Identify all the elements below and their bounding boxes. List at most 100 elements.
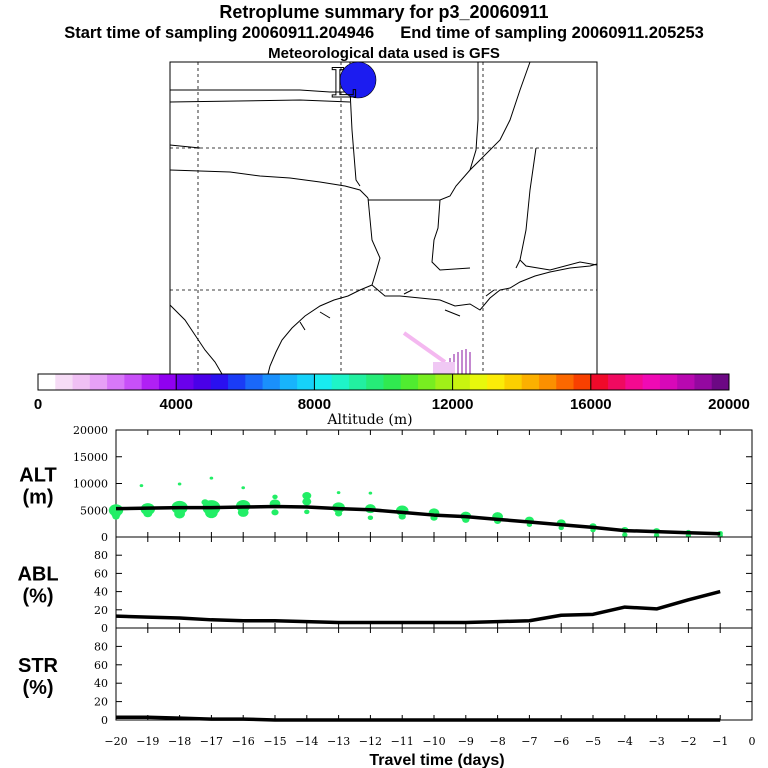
colorbar-swatch (107, 374, 125, 390)
colorbar-swatch (348, 374, 367, 390)
time-series-panels: 05000100001500020000ALT(m)020406080ABL(%… (17, 424, 755, 768)
scatter-point (302, 497, 312, 506)
colorbar-swatch (124, 374, 143, 390)
panel-label-line2: (m) (22, 487, 53, 509)
x-tick-label: −11 (391, 735, 414, 748)
colorbar-swatch (435, 374, 454, 390)
panel-frame (115, 627, 753, 721)
x-tick-label: −7 (521, 735, 537, 748)
colorbar-swatch (158, 374, 177, 390)
colorbar-swatch (608, 374, 626, 390)
marker-circle (339, 61, 377, 99)
colorbar-swatch (452, 374, 471, 390)
map-state-borders (169, 61, 598, 286)
map-coastline (169, 263, 598, 375)
scatter-point (304, 509, 310, 515)
scatter-point (201, 499, 209, 506)
y-tick-label: 20000 (73, 424, 108, 437)
y-tick-label: 60 (94, 659, 108, 672)
colorbar-tick-label: 4000 (160, 396, 193, 413)
scatter-point (237, 507, 249, 517)
colorbar-tick-label: 8000 (298, 396, 331, 413)
colorbar-swatch (383, 374, 402, 390)
x-tick-label: −12 (359, 735, 382, 748)
y-tick-label: 5000 (80, 504, 108, 517)
scatter-point (272, 494, 278, 500)
colorbar-swatch (590, 374, 609, 390)
scatter-point (336, 491, 341, 495)
series-line (116, 715, 721, 722)
x-tick-label: −9 (458, 735, 474, 748)
x-tick-label: −4 (617, 735, 633, 748)
x-tick-label: −10 (422, 735, 445, 748)
colorbar-swatch (366, 374, 384, 390)
scatter-point (302, 492, 312, 500)
panel-alt: 0 5000 10000 15000 20000 ALT(m) (19, 424, 753, 544)
x-tick-label: 0 (749, 735, 756, 748)
series-line (115, 589, 721, 625)
colorbar-swatch (573, 374, 592, 390)
panel-frame (115, 429, 753, 538)
series-line (115, 504, 721, 536)
colorbar-swatch (297, 374, 315, 390)
x-tick-label: −1 (712, 735, 728, 748)
colorbar-frame (37, 373, 730, 391)
scatter-point (367, 515, 374, 520)
scatter-point (558, 525, 564, 531)
y-tick-label: 60 (94, 567, 108, 580)
scatter-point (143, 509, 153, 518)
map-panel: L (169, 61, 598, 375)
map-marker: L (330, 61, 377, 108)
colorbar-tick-label: 12000 (432, 396, 474, 413)
colorbar-swatch (176, 374, 194, 390)
colorbar-swatch (400, 374, 419, 390)
panel-label-line1: ABL (17, 564, 58, 586)
x-tick-label: −17 (200, 735, 223, 748)
colorbar-swatch (89, 374, 108, 390)
x-tick-label: −6 (553, 735, 569, 748)
colorbar-swatch (694, 374, 713, 390)
y-tick-label: 80 (94, 640, 108, 653)
y-tick-label: 10000 (73, 478, 108, 491)
colorbar-swatch (659, 374, 678, 390)
sampling-times: Start time of sampling 20060911.204946 En… (0, 24, 768, 43)
x-tick-label: −2 (680, 735, 696, 748)
colorbar-swatch (262, 374, 281, 390)
colorbar-tick-labels: 0 4000 8000 12000 16000 20000 (34, 396, 750, 413)
colorbar-axis-label: Altitude (m) (326, 412, 412, 428)
colorbar-swatch (469, 374, 488, 390)
scatter-point (112, 513, 120, 520)
met-data-label: Meteorological data used is GFS (268, 45, 500, 62)
y-tick-label: 0 (101, 622, 108, 635)
y-tick-label: 40 (94, 586, 108, 599)
x-tick-label: −8 (489, 735, 505, 748)
colorbar-swatch (210, 374, 229, 390)
panel-frame (115, 536, 753, 629)
colorbar-swatch (245, 374, 264, 390)
colorbar-swatch (487, 374, 505, 390)
colorbar-swatch (331, 374, 350, 390)
x-tick-label: −13 (327, 735, 350, 748)
x-tick-label: −16 (232, 735, 255, 748)
y-tick-label: 20 (94, 604, 108, 617)
y-tick-label: 40 (94, 677, 108, 690)
colorbar-swatch (504, 374, 523, 390)
colorbar-swatch (556, 374, 575, 390)
x-tick-label: −15 (263, 735, 286, 748)
scatter-point (174, 509, 186, 519)
colorbar-swatch (642, 374, 661, 390)
scatter-point (205, 507, 218, 519)
scatter-point (139, 484, 144, 488)
colorbar-swatch (141, 374, 160, 390)
colorbar-swatch (677, 374, 695, 390)
colorbar-swatch (55, 374, 74, 390)
retroplume-trace (402, 331, 471, 374)
colorbar-swatch (193, 374, 212, 390)
y-tick-label: 0 (101, 531, 108, 544)
colorbar-swatch (538, 374, 557, 390)
altitude-colorbar (37, 373, 730, 391)
chart-title: Retroplume summary for p3_20060911 (219, 2, 549, 22)
scatter-point (241, 486, 245, 490)
x-tick-label: −5 (585, 735, 601, 748)
